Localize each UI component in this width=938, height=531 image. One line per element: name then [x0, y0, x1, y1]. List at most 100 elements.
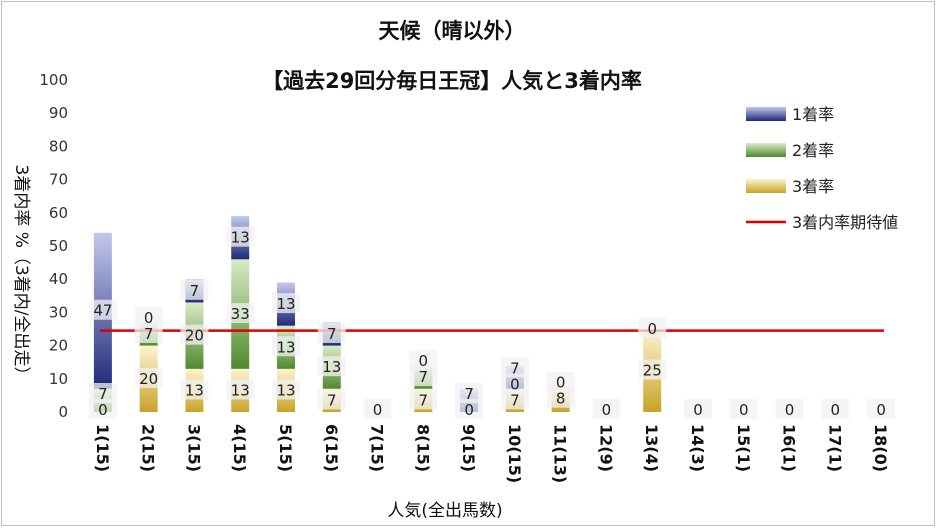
chart-title: 天候（晴以外）: [379, 19, 526, 43]
data-label: 7: [464, 385, 474, 403]
x-axis-label: 人気(全出馬数): [387, 501, 502, 521]
data-label-bg: [226, 379, 255, 400]
data-label-bg: [317, 356, 346, 377]
y-tick-label: 50: [49, 237, 68, 255]
data-label-bg: [409, 350, 438, 371]
data-label: 0: [602, 401, 612, 419]
data-label-bg: [775, 399, 804, 419]
data-label-bg: [180, 379, 209, 400]
data-label-bg: [455, 399, 484, 419]
data-label: 13: [276, 295, 295, 313]
data-label: 7: [419, 391, 429, 409]
legend-swatch: [746, 143, 786, 157]
legend-swatch: [746, 107, 786, 121]
data-label-bg: [867, 399, 896, 419]
data-label-bg: [500, 357, 529, 378]
y-tick-label: 20: [49, 337, 68, 355]
x-tick-label: 14(3): [688, 424, 707, 472]
data-label-bg: [317, 322, 346, 343]
y-tick-label: 0: [58, 403, 68, 421]
data-label-bg: [500, 389, 529, 410]
data-label-bg: [88, 383, 117, 403]
x-tick-label: 11(13): [551, 424, 570, 483]
data-label: 8: [556, 390, 566, 408]
data-label: 13: [322, 358, 341, 376]
data-label: 7: [190, 282, 200, 300]
data-label: 7: [144, 325, 154, 343]
data-label-bg: [455, 383, 484, 403]
data-label: 0: [464, 401, 474, 419]
data-label: 7: [510, 359, 520, 377]
x-axis: 1(15) 2(15) 3(15) 4(15) 5(15) 6(15) 7(15) 8(15)…: [93, 424, 890, 483]
y-tick-label: 60: [49, 204, 68, 222]
data-label-bg: [272, 379, 300, 400]
data-label-bg: [500, 373, 529, 394]
x-tick-label: 18(0): [871, 424, 890, 472]
data-label: 0: [831, 401, 841, 419]
data-label-bg: [226, 303, 255, 324]
x-tick-label: 8(15): [413, 424, 432, 472]
x-tick-label: 10(15): [505, 424, 524, 483]
data-label-bg: [272, 336, 300, 357]
data-label: 13: [276, 381, 295, 399]
x-tick-label: 17(1): [825, 424, 844, 472]
data-label: 0: [785, 401, 795, 419]
data-label: 25: [643, 362, 662, 380]
x-tick-label: 3(15): [184, 424, 203, 472]
data-label: 13: [185, 381, 204, 399]
legend-label: 3着内率期待値: [792, 213, 898, 232]
data-label-bg: [546, 387, 575, 408]
data-label: 7: [327, 325, 337, 343]
data-label: 0: [98, 401, 108, 419]
data-label: 0: [647, 320, 657, 338]
data-label: 0: [373, 401, 383, 419]
data-label-bg: [684, 399, 712, 419]
data-label-bg: [317, 389, 346, 410]
data-label: 13: [231, 229, 250, 247]
data-label-bg: [638, 359, 667, 380]
data-label: 0: [739, 401, 749, 419]
x-tick-label: 7(15): [368, 424, 387, 472]
x-tick-label: 15(1): [734, 424, 753, 472]
data-label-bg: [592, 399, 621, 419]
data-label: 0: [876, 401, 886, 419]
data-label: 0: [419, 352, 429, 370]
data-label: 7: [510, 391, 520, 409]
x-tick-label: 13(4): [642, 424, 661, 472]
data-label-bg: [821, 399, 850, 419]
legend-label: 3着率: [792, 177, 834, 196]
data-label-bg: [226, 226, 255, 247]
data-label-bg: [180, 324, 209, 345]
data-label: 0: [144, 309, 154, 327]
legend: 1着率 2着率 3着率 3着内率期待値: [746, 105, 898, 232]
data-label: 33: [231, 305, 250, 323]
data-label-bg: [134, 306, 163, 327]
y-tick-label: 100: [39, 71, 68, 89]
data-label: 7: [419, 368, 429, 386]
x-tick-label: 9(15): [459, 424, 478, 472]
y-tick-label: 10: [49, 370, 68, 388]
data-label-bg: [363, 399, 392, 419]
data-label-bg: [409, 389, 438, 410]
data-label-bg: [638, 318, 667, 338]
x-tick-label: 12(9): [596, 424, 615, 472]
y-tick-label: 80: [49, 137, 68, 155]
y-tick-label: 70: [49, 171, 68, 189]
x-tick-label: 6(15): [322, 424, 341, 472]
data-label: 13: [276, 338, 295, 356]
data-label: 7: [327, 391, 337, 409]
data-label: 0: [510, 375, 520, 393]
data-label-bg: [88, 299, 117, 320]
data-label: 7: [98, 385, 108, 403]
data-label: 20: [185, 327, 204, 345]
data-label-bg: [180, 279, 209, 300]
x-tick-label: 16(1): [780, 424, 799, 472]
data-label: 20: [139, 370, 158, 388]
bars-layer: [93, 216, 662, 412]
data-label-bg: [134, 367, 163, 388]
x-tick-label: 1(15): [93, 424, 112, 472]
y-tick-label: 90: [49, 104, 68, 122]
data-label-bg: [88, 399, 117, 419]
